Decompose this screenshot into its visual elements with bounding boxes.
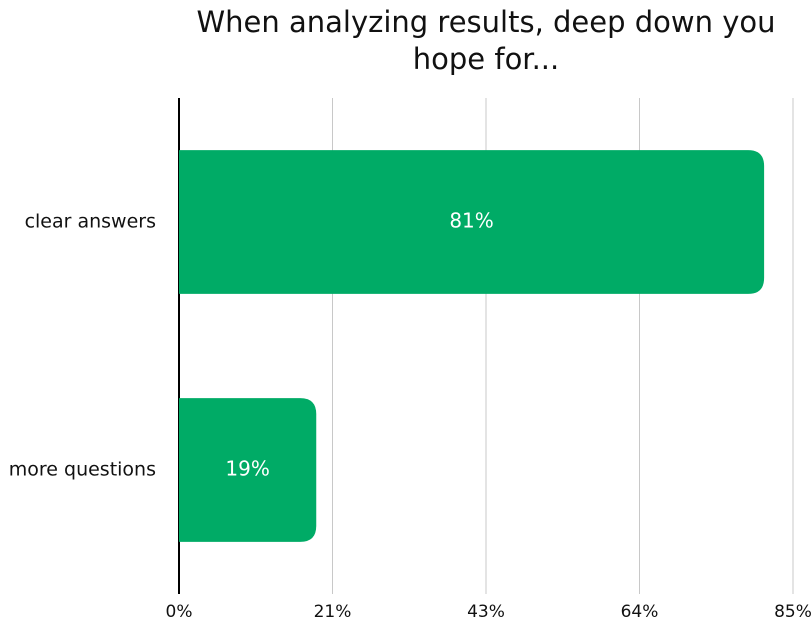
x-tick-label: 0% (166, 602, 193, 622)
value-label: 19% (225, 457, 269, 481)
value-label: 81% (449, 209, 493, 233)
y-tick-label: clear answers (25, 211, 156, 233)
x-tick-label: 64% (621, 602, 659, 622)
x-tick-label: 85% (774, 602, 812, 622)
x-tick-label: 43% (467, 602, 505, 622)
chart-title: When analyzing results, deep down you ho… (196, 5, 776, 76)
bar (179, 398, 317, 542)
x-tick-label: 21% (314, 602, 352, 622)
bar (179, 150, 765, 294)
y-tick-label: more questions (9, 459, 156, 481)
